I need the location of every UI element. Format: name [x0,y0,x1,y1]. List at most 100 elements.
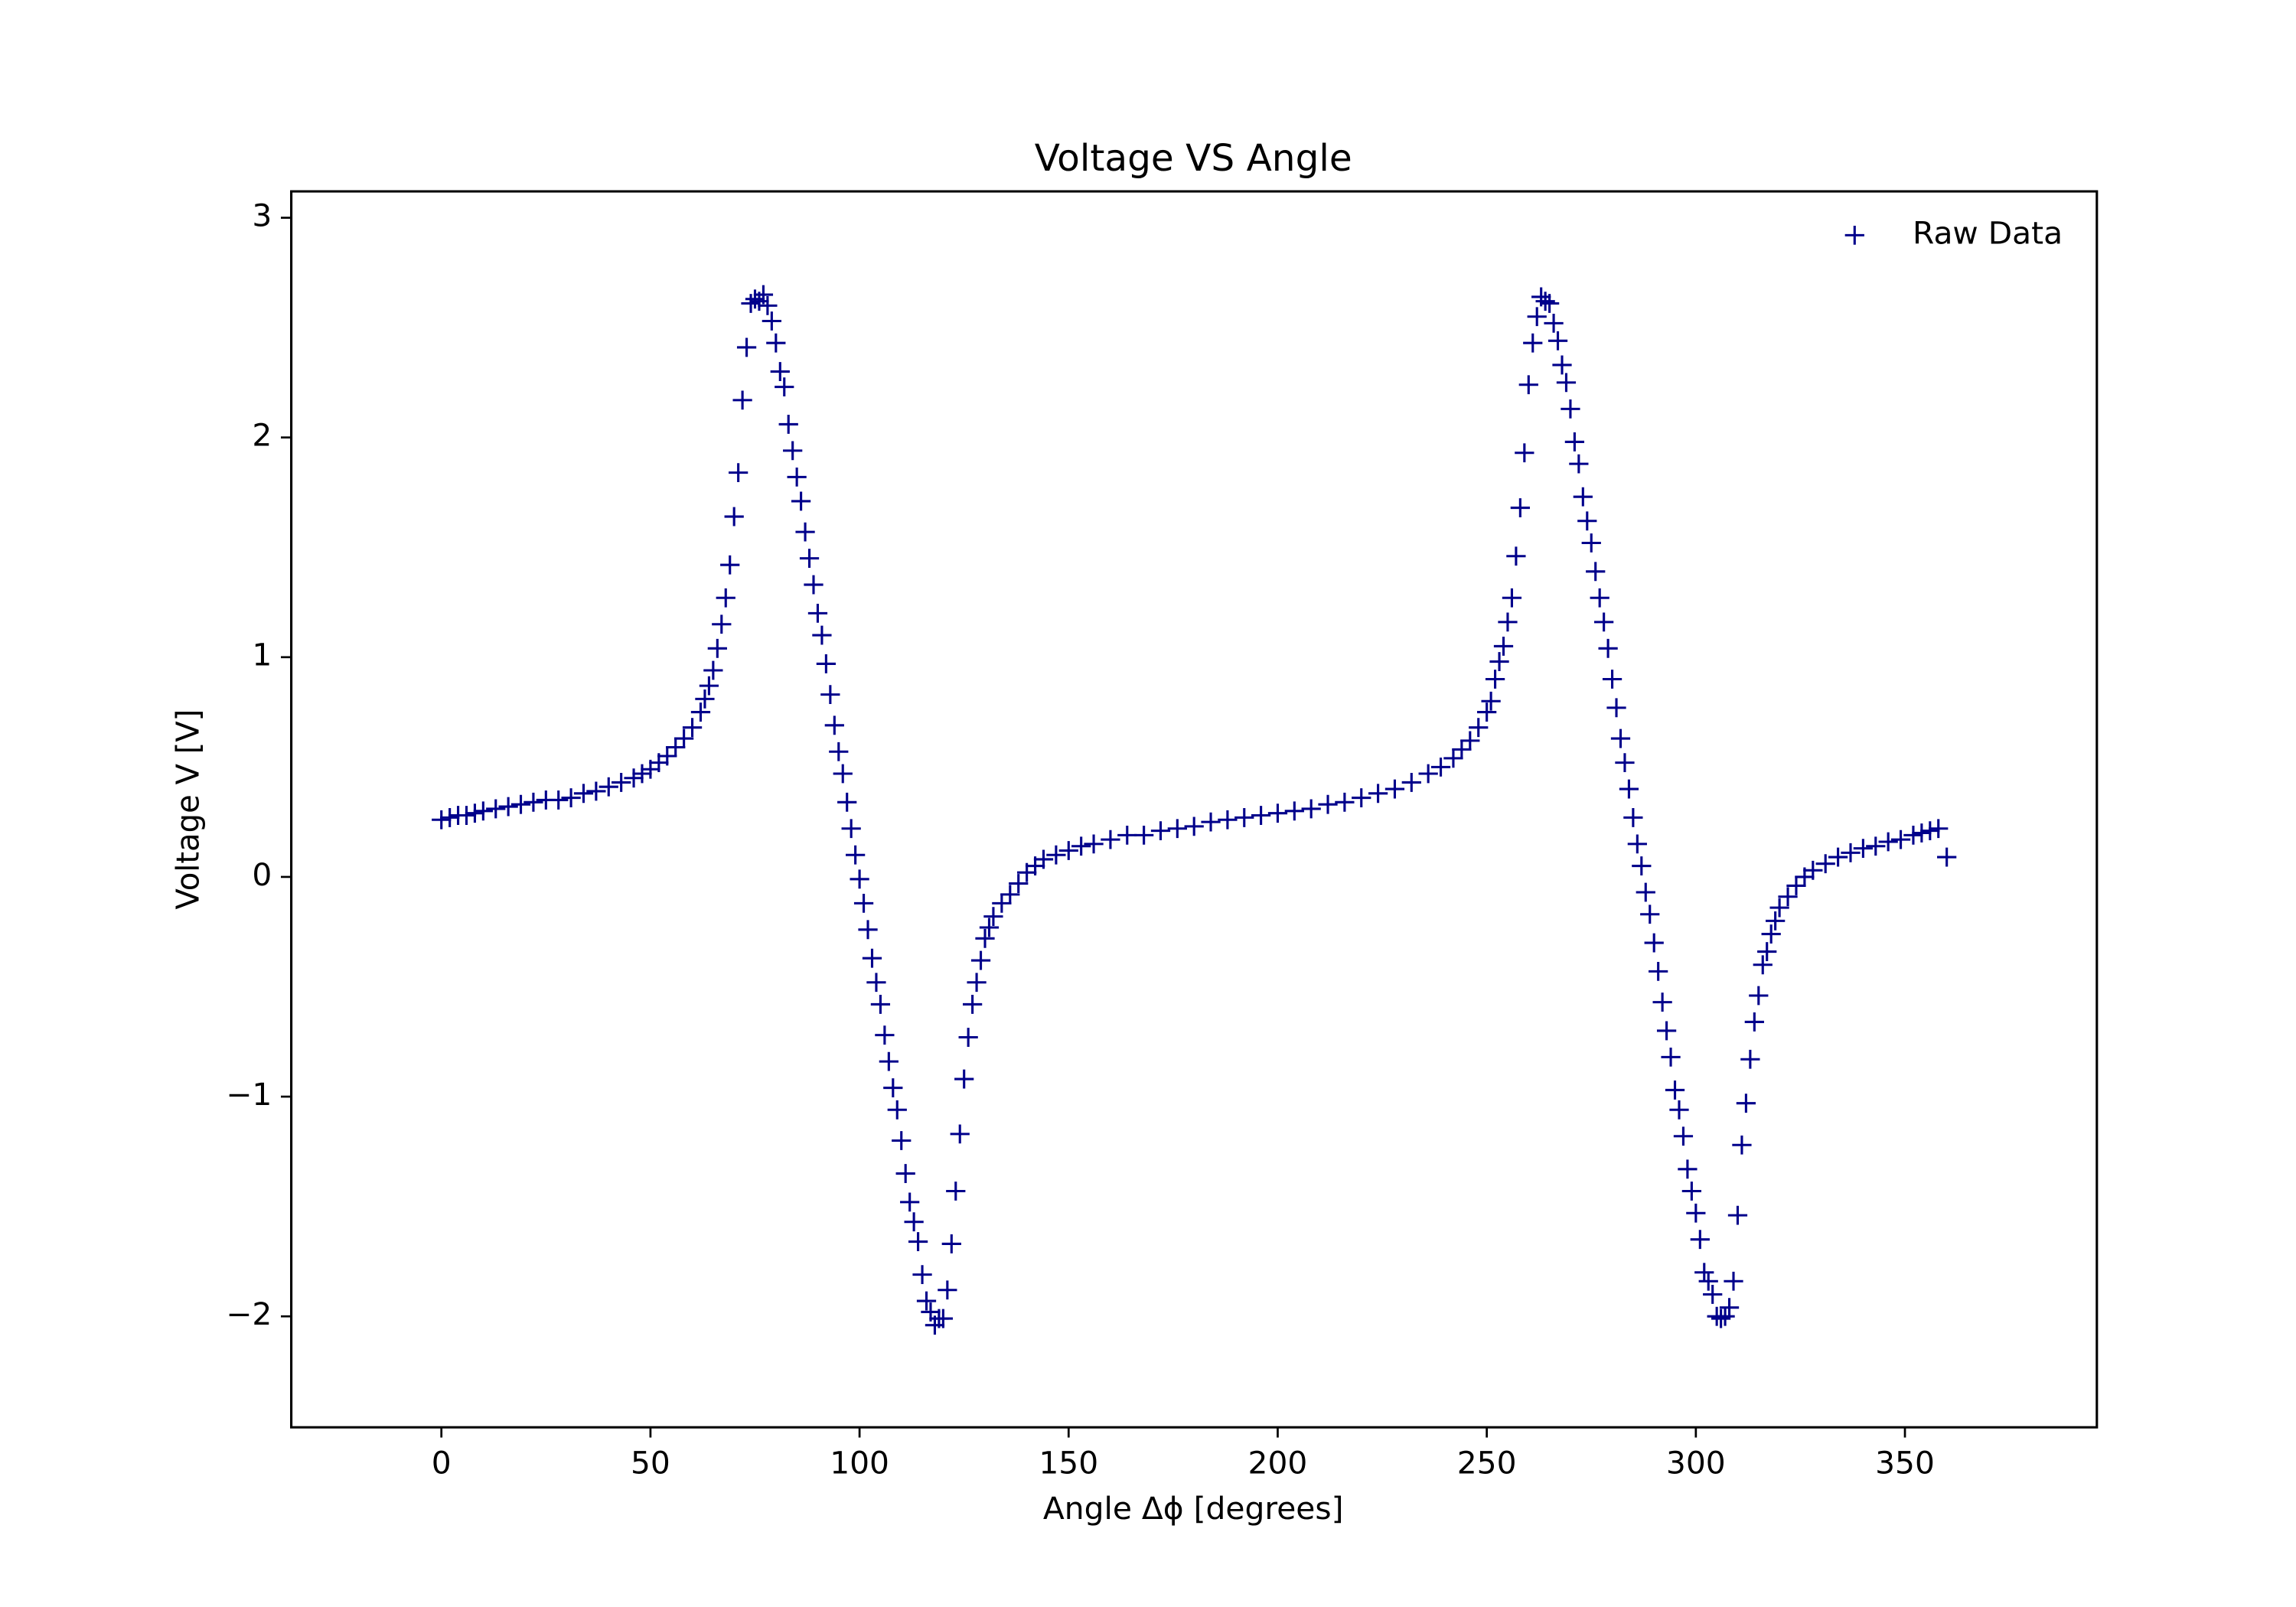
data-point [908,1232,928,1251]
data-point [866,973,886,993]
data-point [1581,533,1601,553]
data-point [1523,333,1543,353]
data-point [875,1025,895,1045]
x-tick-label: 250 [1457,1445,1517,1482]
data-point [1719,1298,1740,1318]
data-point [853,893,874,913]
data-point [799,549,820,569]
data-point [1318,794,1338,814]
data-point [549,790,569,810]
data-point [1912,823,1932,843]
data-point [1518,375,1538,395]
data-point [1640,905,1660,924]
data-point [1649,961,1668,981]
data-point [837,792,857,812]
data-point [1134,825,1154,845]
data-point [736,337,757,357]
data-point [523,792,543,812]
data-point [758,295,778,315]
data-point [895,1164,915,1183]
data-point [954,1069,974,1089]
data-point [707,638,727,658]
data-point [846,845,866,865]
data-point [1033,849,1054,869]
data-point [938,1280,957,1300]
data-point [682,718,703,738]
data-point [1009,874,1029,893]
data-point [1632,856,1652,875]
data-point [1623,807,1643,827]
data-point [1598,638,1618,658]
data-point [1841,843,1861,862]
legend-label: Raw Data [1913,215,2063,252]
data-point [1586,562,1606,582]
data-point [870,995,891,1014]
data-point [732,390,752,410]
data-point [1602,670,1623,689]
data-point [992,893,1012,913]
data-point [1669,1100,1689,1120]
data-point [1515,443,1534,463]
data-point [1594,612,1614,632]
data-point [1766,911,1786,931]
data-point [887,1100,907,1120]
data-point [1610,729,1631,748]
data-point [1510,498,1530,517]
data-point [1736,1094,1756,1113]
data-point [1368,784,1388,804]
y-axis-label: Voltage V [V] [169,709,206,910]
data-point [729,463,748,483]
data-point [1218,810,1238,830]
data-point [1644,933,1664,953]
data-point [674,729,694,748]
data-point [1920,821,1940,841]
data-point [632,764,652,784]
data-point [816,654,837,673]
data-point [1853,839,1874,859]
data-point [1284,801,1304,821]
data-point [1828,847,1848,867]
data-point [820,685,840,705]
data-point [804,575,823,595]
data-point [1556,373,1577,393]
data-point [979,918,1000,937]
data-point [900,1192,920,1212]
data-point [1489,652,1509,671]
y-tick-label: 0 [252,856,272,893]
data-point [1590,588,1609,608]
data-point [775,377,794,397]
data-point [1615,753,1635,773]
data-point [573,784,594,804]
data-point [1724,1271,1743,1291]
y-tick-label: 3 [252,197,272,234]
data-point [1000,885,1020,905]
data-point [1384,779,1405,799]
data-point [1506,546,1526,566]
data-point [1539,294,1560,313]
legend-marker [1844,225,1864,245]
data-point [791,491,811,511]
x-tick-label: 300 [1666,1445,1726,1482]
data-point [958,1028,978,1047]
data-point [1761,924,1781,944]
data-point [1084,834,1104,854]
data-point [741,294,761,313]
data-point [1744,1012,1764,1032]
data-point [473,801,493,821]
data-point [829,742,849,761]
data-point [916,1291,937,1311]
data-point [812,625,832,645]
data-point [1627,834,1647,854]
data-point [1301,799,1321,819]
data-point [892,1131,912,1150]
data-point [1477,702,1497,722]
data-point [1352,788,1371,807]
data-point [712,614,732,634]
data-point [933,1309,953,1328]
x-tick-label: 100 [830,1445,889,1482]
data-point [1681,1182,1701,1201]
data-point [807,603,828,623]
data-point [967,973,987,993]
data-point [1703,1285,1723,1304]
